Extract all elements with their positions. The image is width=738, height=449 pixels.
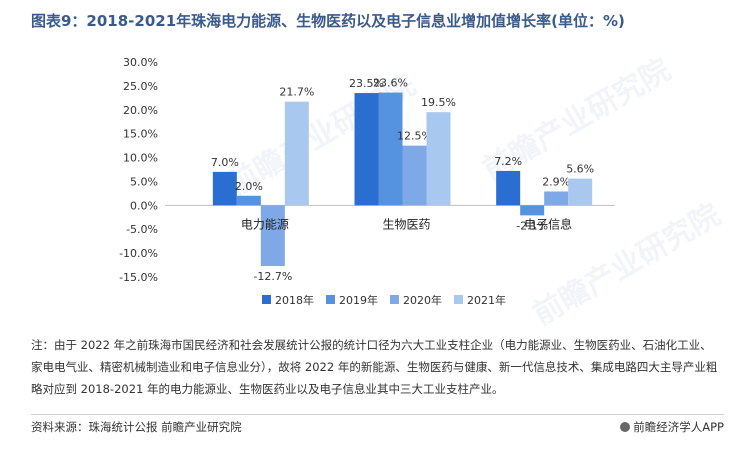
legend-label: 2020年 — [403, 293, 442, 307]
y-tick-label: -5.0% — [126, 223, 158, 236]
y-tick-label: 25.0% — [123, 80, 158, 93]
y-tick-label: 0.0% — [130, 199, 158, 212]
bar — [354, 93, 379, 206]
data-label: 23.6% — [373, 77, 408, 90]
data-label: 21.7% — [279, 86, 314, 99]
bar — [260, 205, 285, 267]
bar — [402, 145, 427, 206]
legend-swatch — [454, 295, 463, 304]
footer-divider — [31, 414, 724, 415]
data-label: 7.2% — [494, 155, 522, 168]
category-label: 生物医药 — [382, 217, 430, 231]
bar-chart-svg: 30.0% 25.0% 20.0% 15.0% 10.0% 5.0% 0.0% -5.0% -1… — [119, 56, 615, 307]
legend-swatch — [326, 295, 335, 304]
brand-logo-icon — [620, 422, 631, 432]
data-label: 7.0% — [211, 156, 239, 169]
chart-title: 图表9：2018-2021年珠海电力能源、生物医药以及电子信息业增加值增长率(单… — [31, 12, 625, 30]
brand-text: 前瞻经济学人APP — [620, 419, 724, 435]
y-tick-label: -15.0% — [119, 271, 158, 284]
y-tick-label: 5.0% — [130, 175, 158, 188]
y-tick-label: 10.0% — [123, 152, 158, 165]
data-label: -2.1% — [516, 219, 548, 232]
legend-swatch — [390, 295, 399, 304]
bar — [378, 92, 403, 206]
bar — [236, 195, 261, 206]
data-label: -12.7% — [253, 270, 292, 283]
brand-label: 前瞻经济学人APP — [633, 420, 724, 434]
legend-label: 2018年 — [275, 293, 314, 307]
legend-label: 2021年 — [467, 293, 506, 307]
data-label: 2.0% — [235, 180, 263, 193]
chart-note: 注：由于 2022 年之前珠海市国民经济和社会发展统计公报的统计口径为六大工业支… — [31, 338, 718, 396]
category-label: 电子信息 — [524, 216, 572, 231]
data-label: 5.6% — [566, 163, 594, 176]
source-text: 资料来源：珠海统计公报 前瞻产业研究院 — [31, 420, 242, 434]
legend-label: 2019年 — [339, 293, 378, 307]
bar — [284, 101, 309, 206]
category-label: 电力能源 — [241, 217, 289, 231]
y-tick-label: 15.0% — [123, 128, 158, 141]
data-label: 12.5% — [397, 130, 432, 143]
bar — [520, 205, 545, 216]
data-label: 2.9% — [542, 175, 570, 188]
legend-swatch — [262, 295, 271, 304]
chart-area: 30.0% 25.0% 20.0% 15.0% 10.0% 5.0% 0.0% -5.0% -1… — [0, 40, 738, 330]
bar — [496, 170, 521, 206]
bar — [212, 171, 237, 206]
bar — [568, 178, 593, 206]
data-label: 19.5% — [421, 96, 456, 109]
data-label: 23.5% — [349, 77, 384, 90]
y-tick-label: 20.0% — [123, 104, 158, 117]
y-tick-label: 30.0% — [123, 56, 158, 69]
bar — [426, 112, 451, 206]
bar — [544, 191, 569, 206]
y-tick-label: -10.0% — [119, 247, 158, 260]
